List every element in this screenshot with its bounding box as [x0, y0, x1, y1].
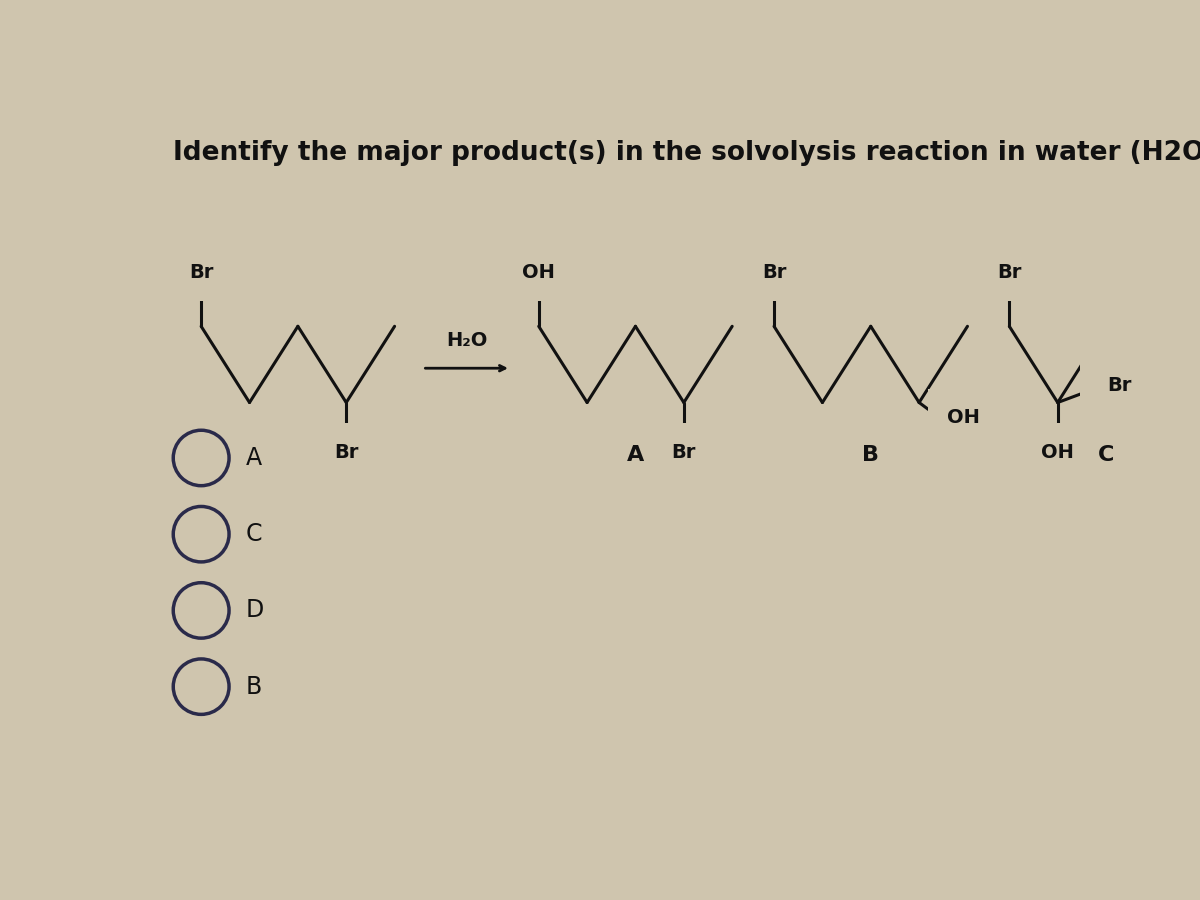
- Text: Br: Br: [997, 263, 1021, 282]
- Text: Br: Br: [334, 443, 359, 462]
- Text: Br: Br: [188, 263, 214, 282]
- Text: B: B: [863, 445, 880, 464]
- Text: B: B: [246, 675, 262, 698]
- Text: H₂O: H₂O: [446, 331, 487, 350]
- Text: C: C: [246, 522, 263, 546]
- Text: Br: Br: [1106, 375, 1132, 395]
- Text: Identify the major product(s) in the solvolysis reaction in water (H2O)?: Identify the major product(s) in the sol…: [173, 140, 1200, 166]
- Text: A: A: [626, 445, 644, 464]
- Text: D: D: [246, 598, 264, 623]
- Text: Br: Br: [672, 443, 696, 462]
- Text: Br: Br: [762, 263, 786, 282]
- Text: OH: OH: [947, 409, 980, 428]
- Text: A: A: [246, 446, 262, 470]
- Text: OH: OH: [1042, 443, 1074, 462]
- Text: C: C: [1098, 445, 1115, 464]
- Text: OH: OH: [522, 263, 556, 282]
